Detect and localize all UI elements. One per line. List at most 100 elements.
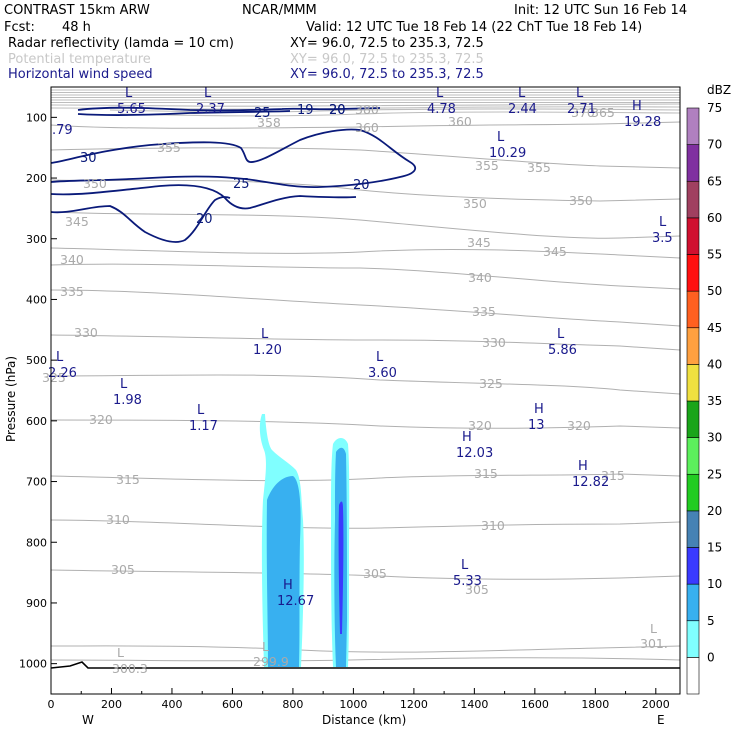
colorbar-label: 5: [707, 614, 715, 628]
field3-name: Horizontal wind speed: [8, 67, 153, 82]
wind-contour-label: 30: [80, 151, 97, 166]
theta-labels: 380 360 355 350 345 340 335 330 325 320 …: [42, 102, 668, 676]
theta-label: 350: [463, 196, 487, 211]
x-tick-label: 200: [101, 698, 122, 711]
extreme-type: H: [534, 402, 544, 417]
colorbar-swatch: [686, 364, 700, 402]
wind-contours: [50, 106, 417, 243]
theta-label: 345: [65, 214, 89, 229]
init-time: Init: 12 UTC Sun 16 Feb 14: [514, 3, 687, 18]
colorbar-swatch: [686, 254, 700, 292]
surface-line: [50, 661, 680, 669]
extreme-type: L: [56, 350, 64, 365]
y-tick-label: 400: [26, 293, 47, 306]
wind-contour-label: 25: [233, 177, 250, 192]
theta-label: 350: [83, 176, 107, 191]
colorbar-swatch: [686, 547, 700, 585]
theta-label: 305: [465, 582, 489, 597]
theta-extreme-value: 301.: [640, 636, 668, 651]
y-tick-label: 700: [26, 476, 47, 489]
theta-label: 345: [467, 235, 491, 250]
extreme-value: 2.44: [508, 102, 537, 117]
y-tick-label: 600: [26, 415, 47, 428]
fcst-value: 48 h: [62, 20, 91, 35]
theta-label: 315: [116, 472, 140, 487]
extreme-type: L: [659, 215, 667, 230]
x-tick-label: 1000: [339, 698, 367, 711]
wind-contour-label: 20: [353, 178, 370, 193]
theta-label: 315: [474, 466, 498, 481]
extreme-type: L: [376, 350, 384, 365]
colorbar-unit: dBZ: [707, 83, 731, 97]
extreme-value: 12.67: [277, 594, 314, 609]
colorbar-label: 50: [707, 284, 722, 298]
colorbar-label: 30: [707, 431, 722, 445]
y-axis: 100 200 300 400 500 600 700 800 900 1000: [19, 111, 57, 671]
colorbar-label: 45: [707, 321, 722, 335]
y-tick-label: 900: [26, 597, 47, 610]
theta-label: 305: [363, 566, 387, 581]
colorbar-swatch: [686, 510, 700, 548]
theta-label: 350: [569, 193, 593, 208]
extreme-type: H: [462, 430, 472, 445]
theta-contours: [50, 121, 681, 662]
wind-contour-label: 19: [297, 103, 314, 118]
y-tick-label: 100: [26, 111, 47, 124]
colorbar-swatch: [686, 473, 700, 512]
extreme-type: H: [283, 578, 293, 593]
wind-contour-label: 20: [329, 103, 346, 118]
theta-label: 340: [468, 270, 492, 285]
extreme-type: L: [125, 86, 133, 101]
theta-label: 355: [157, 140, 181, 155]
theta-label: 355: [527, 160, 551, 175]
extreme-value: 1.17: [189, 419, 218, 434]
colorbar-swatch: [686, 180, 700, 219]
x-axis: 0 200 400 600 800 1000 1200 1400 1600 1800 2000: [48, 688, 670, 711]
extreme-type: L: [120, 377, 128, 392]
theta-label: 358: [257, 115, 281, 130]
theta-label: 335: [472, 304, 496, 319]
extreme-value: 13: [528, 418, 545, 433]
theta-label: 370: [571, 105, 595, 120]
theta-label: 315: [601, 468, 625, 483]
colorbar-label: 10: [707, 577, 722, 591]
theta-label: 360: [448, 114, 472, 129]
field1-name: Radar reflectivity (lamda = 10 cm): [8, 36, 234, 51]
x-tick-label: 0: [48, 698, 55, 711]
colorbar-swatch: [686, 327, 700, 365]
colorbar-swatch: [686, 217, 700, 255]
colorbar-swatch: [686, 107, 700, 145]
colorbar: 0 5 10 15 20 25 30 35 40 45 50 55 60 65 70 75: [686, 101, 722, 695]
colorbar-label: 70: [707, 138, 722, 152]
theta-label: 310: [481, 518, 505, 533]
colorbar-label: 35: [707, 394, 722, 408]
x-tick-label: 2000: [642, 698, 670, 711]
extreme-value: 2.37: [196, 102, 225, 117]
extreme-value: 2.71: [567, 102, 596, 117]
theta-label: 325: [479, 376, 503, 391]
plot-content: [50, 89, 681, 669]
colorbar-swatch: [686, 437, 700, 475]
y-tick-label: 200: [26, 172, 47, 185]
plot-area: [51, 87, 680, 694]
x-east-label: E: [657, 713, 665, 727]
theta-label: 325: [42, 370, 66, 385]
extreme-type: H: [578, 459, 588, 474]
theta-label: 345: [543, 244, 567, 259]
colorbar-label: 55: [707, 248, 722, 262]
wind-contour-label: 25: [254, 106, 271, 121]
theta-label: 360: [355, 120, 379, 135]
x-tick-label: 800: [282, 698, 303, 711]
extreme-type: L: [261, 327, 269, 342]
colorbar-swatch: [686, 657, 700, 695]
x-axis-label: Distance (km): [322, 713, 406, 727]
extreme-type: L: [461, 558, 469, 573]
wind-contour-label: 20: [196, 212, 213, 227]
theta-label: 380: [355, 102, 379, 117]
colorbar-label: 20: [707, 504, 722, 518]
colorbar-swatch: [686, 290, 700, 329]
fcst-label: Fcst:: [4, 20, 35, 35]
extreme-value: 1.98: [113, 393, 142, 408]
cell-west-core: [266, 476, 301, 667]
